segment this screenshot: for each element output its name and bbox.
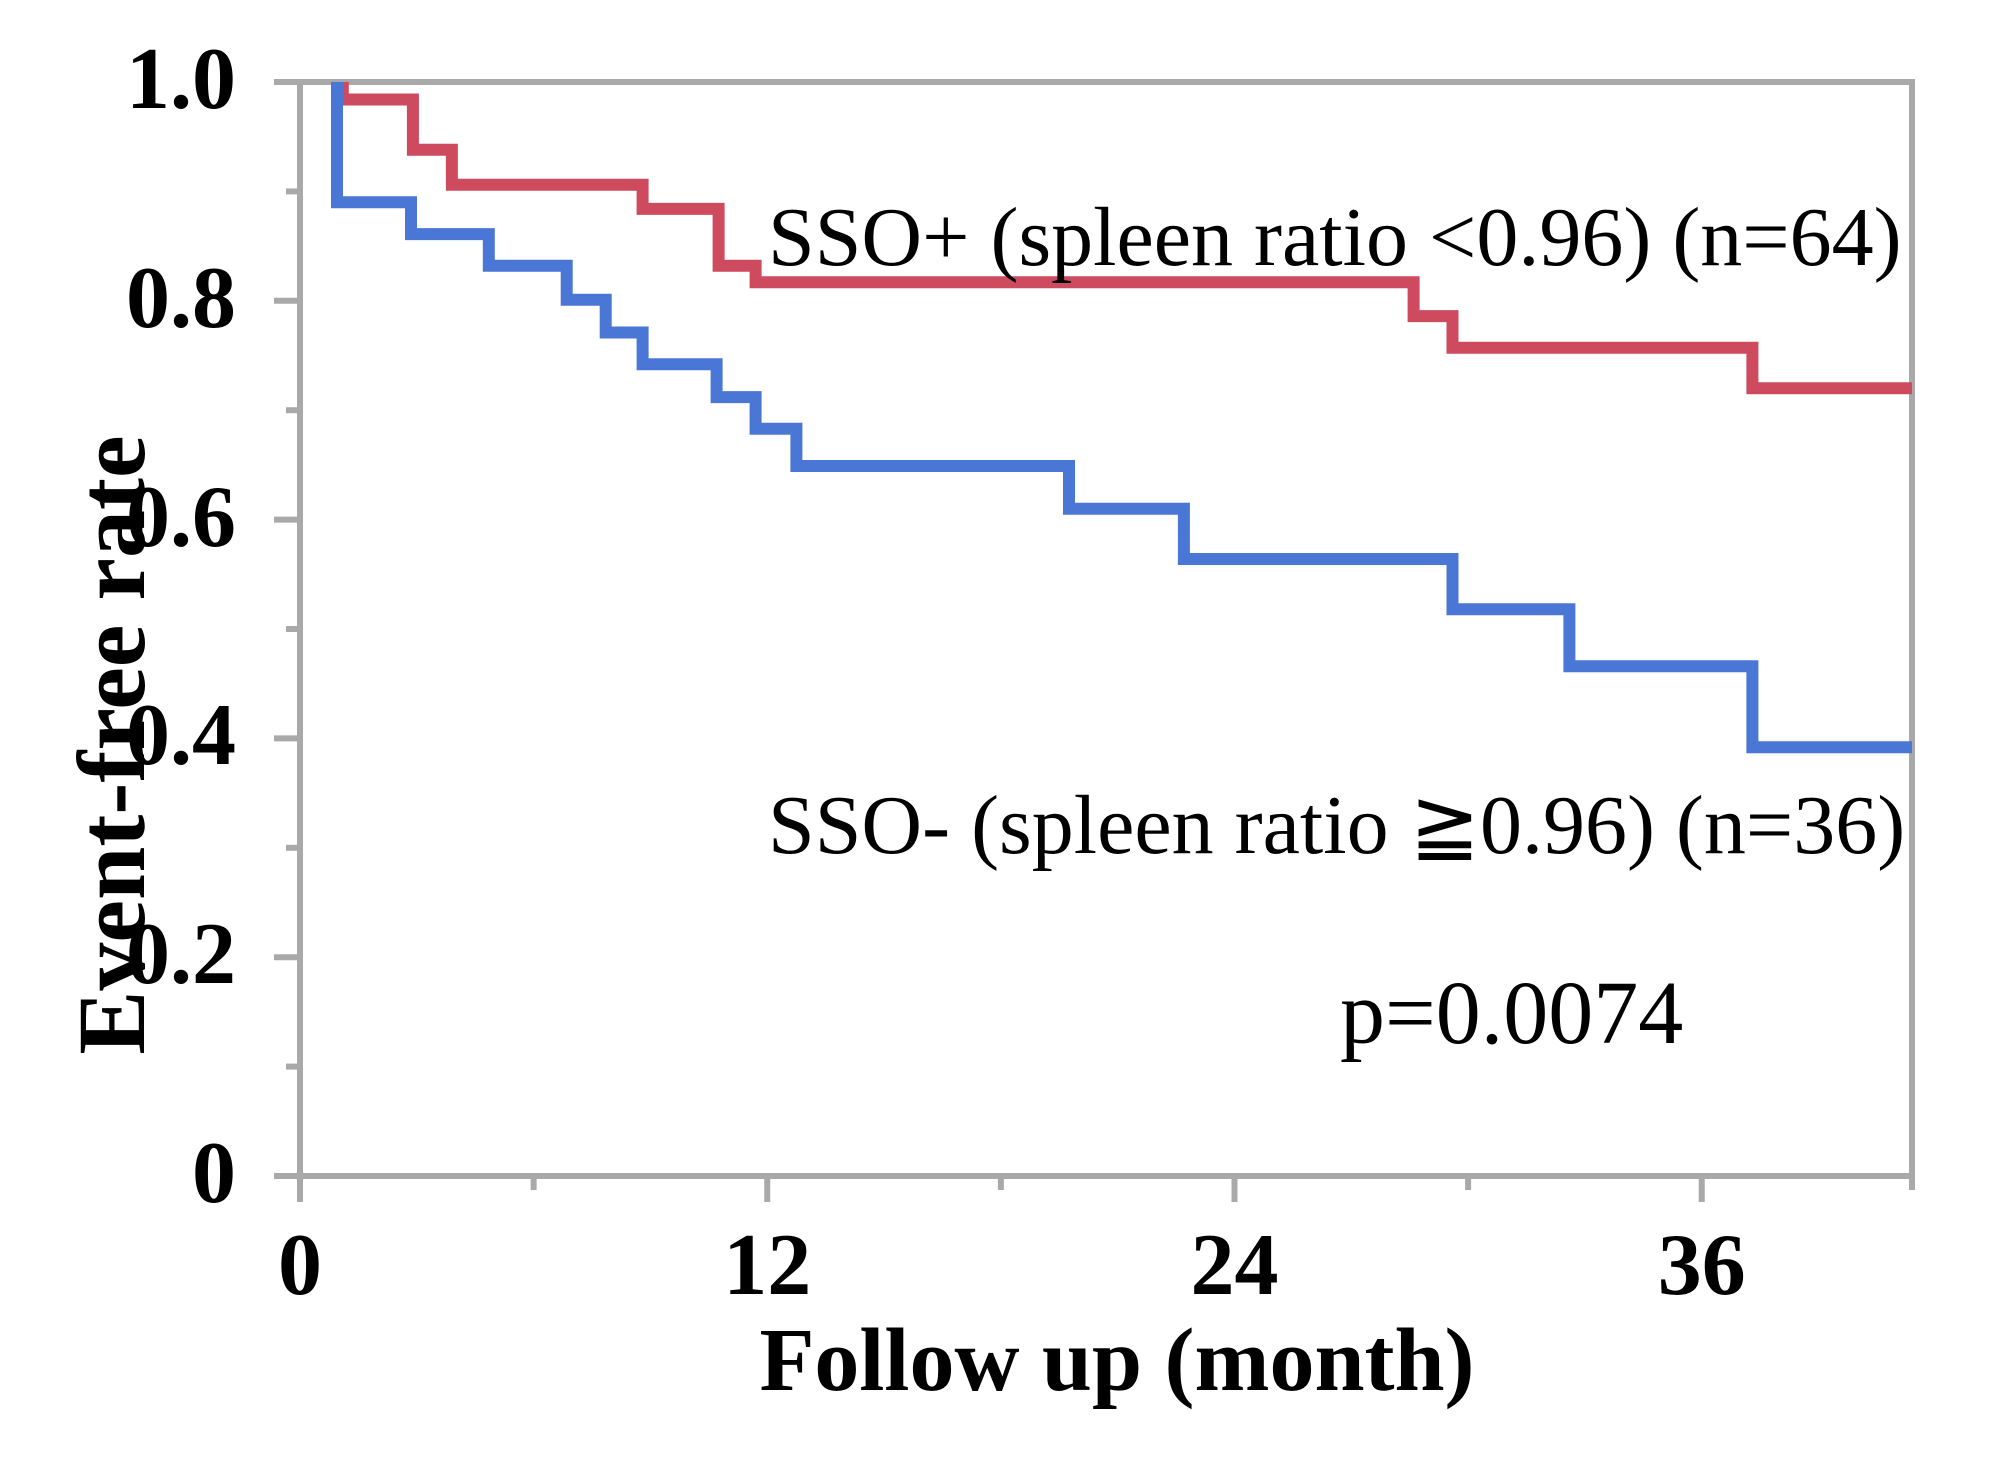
y-tick-label: 0 [192, 1125, 236, 1222]
p-value-annotation: p=0.0074 [1340, 964, 1684, 1063]
y-tick-label: 0.2 [126, 906, 236, 1004]
series-path-sso-minus [331, 82, 1912, 754]
axis-ticks [274, 79, 1705, 1202]
y-tick-label: 0.8 [126, 249, 236, 347]
y-tick-label: 0.4 [126, 687, 236, 785]
series-label-sso-plus: SSO+ (spleen ratio <0.96) (n=64) [768, 191, 1902, 284]
x-tick-label: 24 [1190, 1217, 1279, 1314]
y-axis-title: Event-free rate [58, 435, 165, 1055]
x-tick-label: 36 [1657, 1217, 1746, 1314]
x-tick-label: 0 [278, 1217, 322, 1314]
series-label-sso-minus: SSO- (spleen ratio ≧0.96) (n=36) [768, 779, 1906, 872]
survival-curves [331, 82, 1912, 754]
series-path-sso-plus [336, 82, 1912, 395]
y-tick-label: 1.0 [126, 31, 236, 128]
y-tick-label: 0.6 [126, 468, 236, 566]
x-axis-title: Follow up (month) [759, 1311, 1475, 1410]
x-tick-label: 12 [723, 1217, 812, 1314]
